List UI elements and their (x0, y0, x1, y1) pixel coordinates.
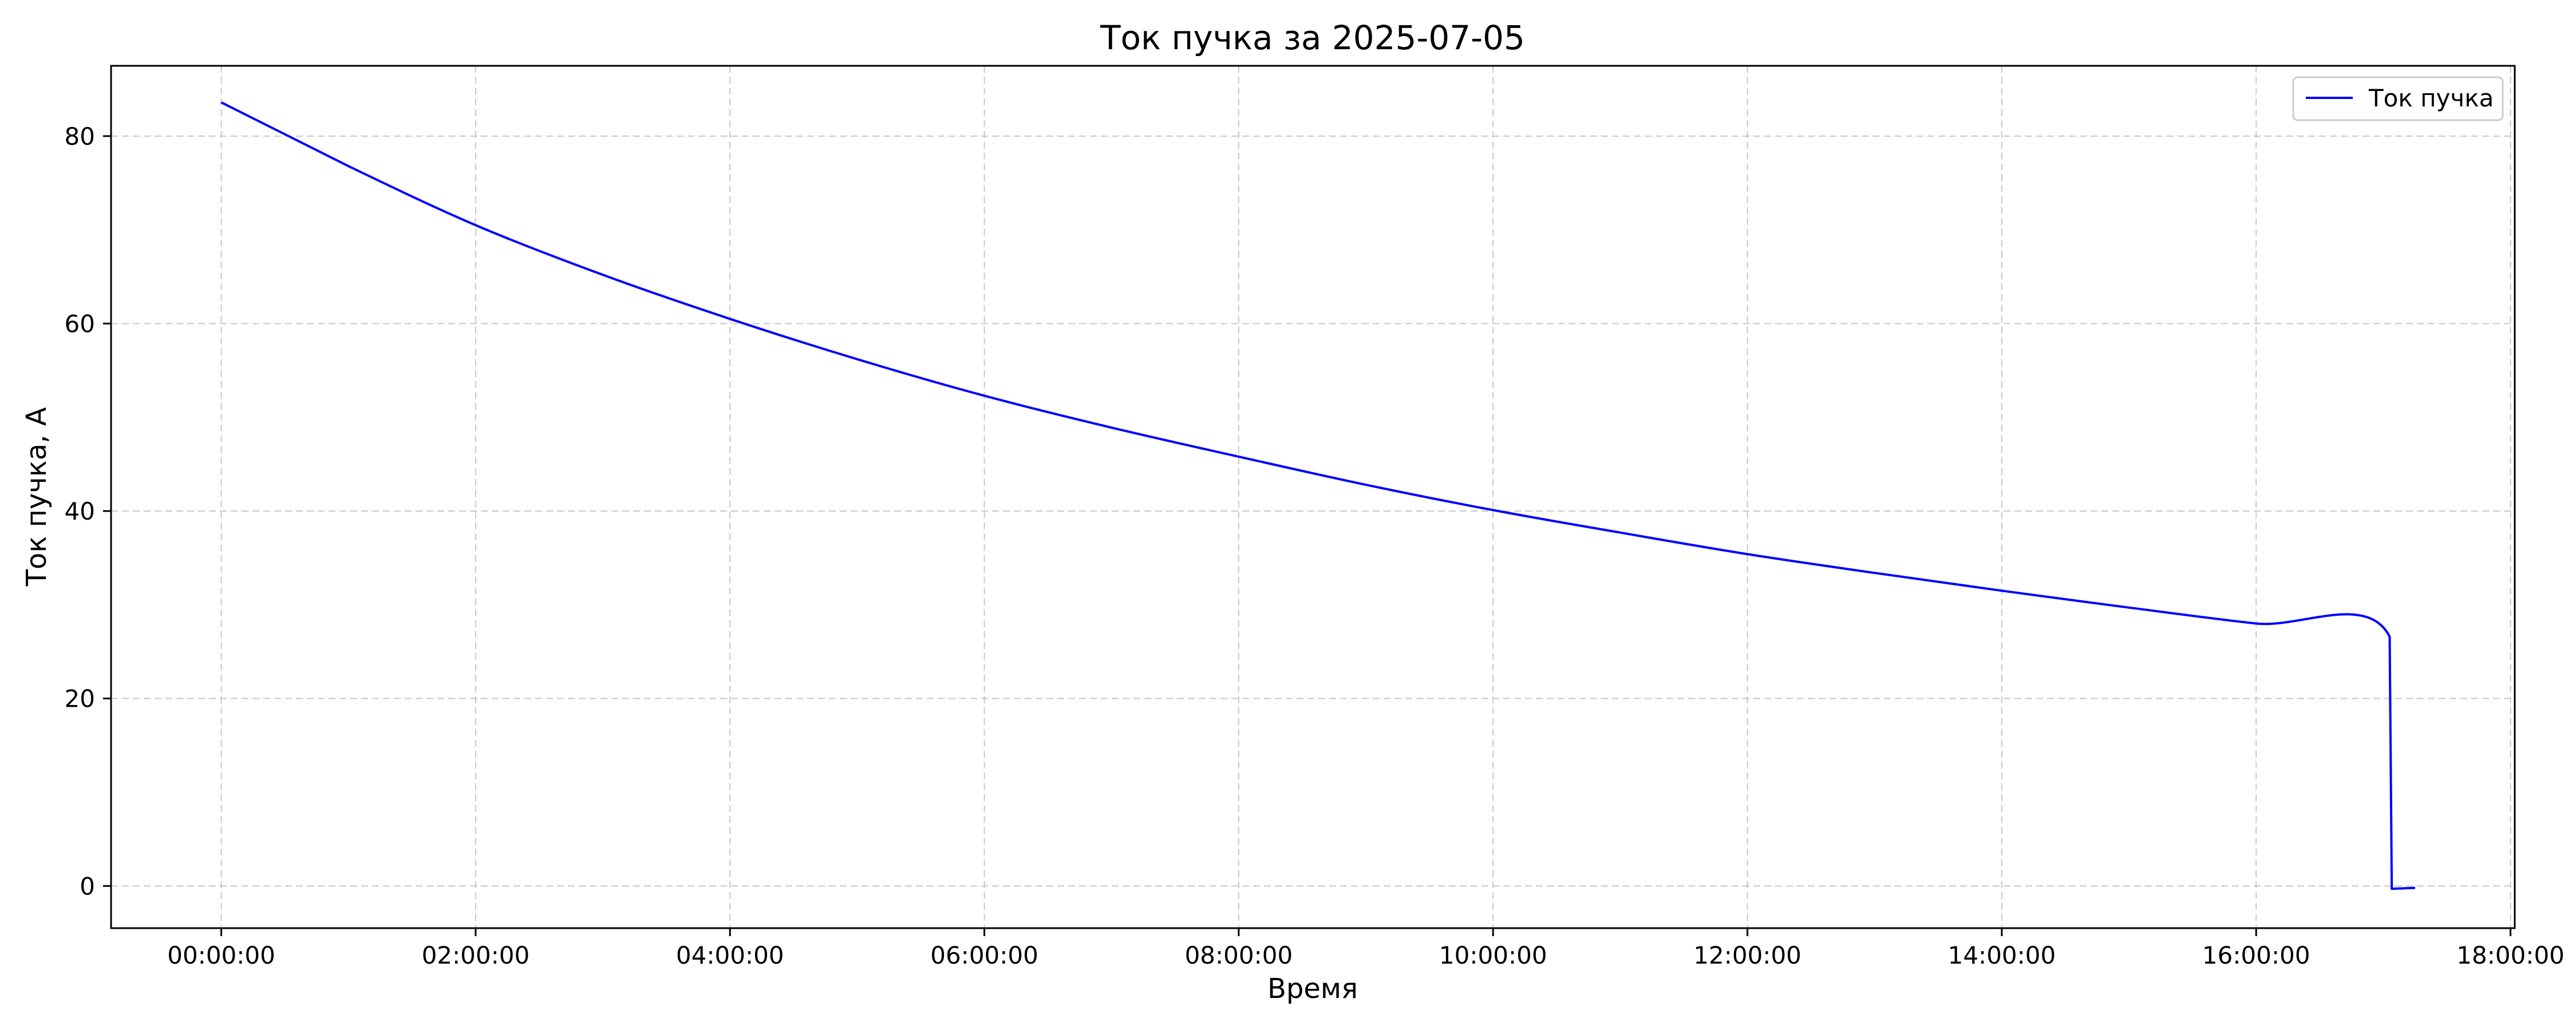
series-line (220, 101, 2416, 890)
y-tick-label: 60 (65, 310, 95, 338)
x-tick-label: 02:00:00 (422, 941, 530, 969)
x-tick-label: 04:00:00 (676, 941, 784, 969)
legend-label: Ток пучка (2368, 84, 2494, 112)
y-tick-label: 40 (65, 497, 95, 525)
x-tick-label: 08:00:00 (1185, 941, 1293, 969)
plot-area (220, 101, 2416, 890)
legend: Ток пучка (2292, 76, 2504, 121)
x-axis-label: Время (1267, 973, 1358, 1005)
x-tick-label: 12:00:00 (1693, 941, 1801, 969)
chart-title: Ток пучка за 2025-07-05 (1100, 18, 1525, 57)
x-tick-label: 10:00:00 (1439, 941, 1547, 969)
y-tick-label: 0 (80, 872, 95, 900)
x-tick-label: 06:00:00 (930, 941, 1038, 969)
y-axis: 0 20 40 60 80 (65, 122, 111, 900)
grid (111, 66, 2515, 928)
legend-box (2292, 76, 2504, 121)
x-tick-label: 14:00:00 (1948, 941, 2056, 969)
x-tick-label: 00:00:00 (167, 941, 275, 969)
x-tick-label: 18:00:00 (2456, 941, 2565, 969)
plot-frame (110, 65, 2516, 929)
y-axis-label: Ток пучка, А (21, 407, 53, 587)
y-tick-label: 80 (65, 122, 95, 150)
y-tick-label: 20 (65, 685, 95, 713)
x-tick-label: 16:00:00 (2202, 941, 2310, 969)
x-axis: 00:00:00 02:00:00 04:00:00 06:00:00 08:00:00… (167, 928, 2565, 969)
